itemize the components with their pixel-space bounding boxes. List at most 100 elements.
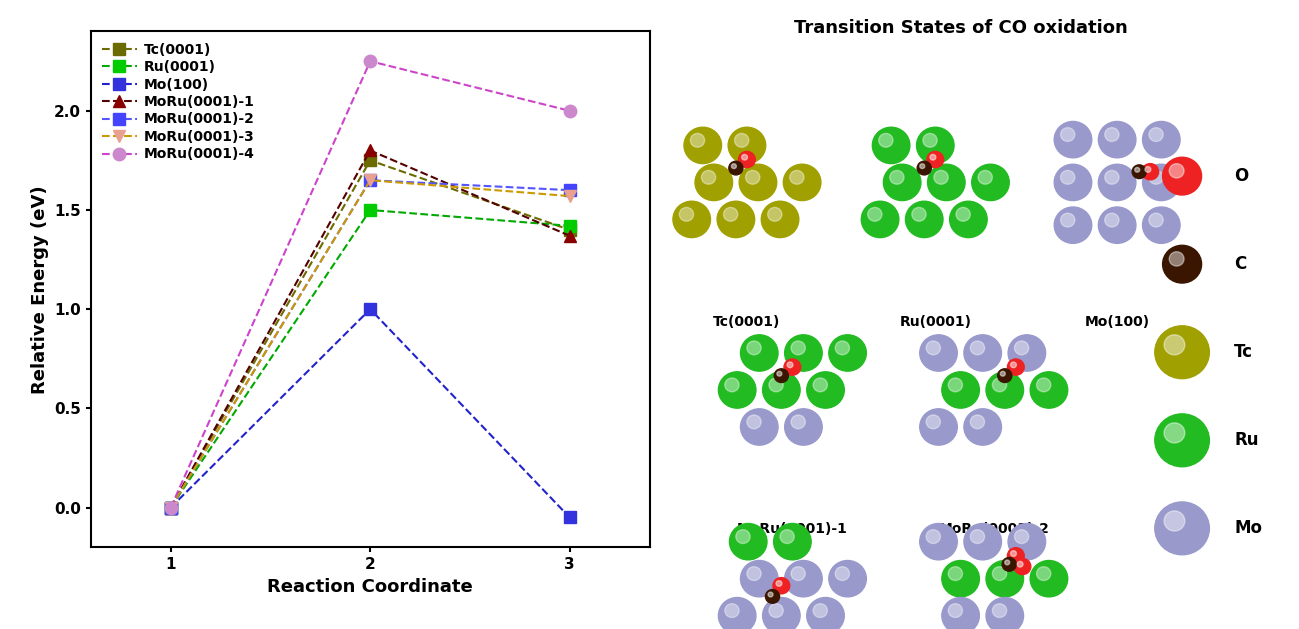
Circle shape xyxy=(695,164,733,201)
Circle shape xyxy=(926,530,940,543)
Circle shape xyxy=(1169,164,1183,178)
Circle shape xyxy=(1163,245,1202,283)
Circle shape xyxy=(992,567,1007,581)
Circle shape xyxy=(1148,213,1163,227)
Circle shape xyxy=(690,133,704,147)
Circle shape xyxy=(970,415,985,429)
Circle shape xyxy=(725,604,739,618)
Circle shape xyxy=(1144,167,1151,172)
Mo(100) xyxy=(562,514,578,521)
Circle shape xyxy=(942,560,979,597)
Circle shape xyxy=(992,604,1007,618)
Circle shape xyxy=(785,359,800,376)
Circle shape xyxy=(763,598,800,629)
Circle shape xyxy=(948,567,963,581)
Circle shape xyxy=(948,378,963,392)
Circle shape xyxy=(785,409,822,445)
Circle shape xyxy=(739,164,777,201)
Circle shape xyxy=(701,170,716,184)
Circle shape xyxy=(1163,157,1202,195)
Circle shape xyxy=(779,530,794,543)
Circle shape xyxy=(1148,128,1163,142)
Circle shape xyxy=(1104,128,1118,142)
Circle shape xyxy=(807,372,844,408)
Circle shape xyxy=(1143,207,1179,243)
Circle shape xyxy=(790,170,804,184)
Circle shape xyxy=(1055,164,1091,201)
Circle shape xyxy=(948,604,963,618)
Circle shape xyxy=(1008,335,1046,371)
Circle shape xyxy=(1060,170,1074,184)
Line: Mo(100): Mo(100) xyxy=(165,303,575,524)
Circle shape xyxy=(878,133,892,147)
MoRu(0001)-2 xyxy=(562,186,578,194)
Circle shape xyxy=(776,581,782,586)
MoRu(0001)-4 xyxy=(162,504,178,511)
Circle shape xyxy=(912,208,926,221)
Circle shape xyxy=(1135,167,1139,172)
MoRu(0001)-2 xyxy=(362,177,378,184)
Circle shape xyxy=(922,133,937,147)
Circle shape xyxy=(1030,372,1068,408)
Circle shape xyxy=(718,372,756,408)
Circle shape xyxy=(740,409,778,445)
Circle shape xyxy=(1143,164,1179,201)
Circle shape xyxy=(761,201,799,238)
Circle shape xyxy=(1011,550,1016,557)
Circle shape xyxy=(873,127,909,164)
Circle shape xyxy=(942,372,979,408)
Circle shape xyxy=(731,164,737,169)
Y-axis label: Relative Energy (eV): Relative Energy (eV) xyxy=(31,185,48,394)
Circle shape xyxy=(1011,362,1016,368)
Circle shape xyxy=(920,164,925,169)
Tc(0001) xyxy=(562,226,578,233)
Circle shape xyxy=(739,152,755,168)
Circle shape xyxy=(1142,164,1159,180)
Text: Mo(100): Mo(100) xyxy=(1085,314,1150,328)
Circle shape xyxy=(791,415,805,429)
Circle shape xyxy=(742,154,747,160)
Circle shape xyxy=(934,170,948,184)
Circle shape xyxy=(734,133,748,147)
Circle shape xyxy=(1017,561,1024,567)
MoRu(0001)-1 xyxy=(562,232,578,240)
Circle shape xyxy=(746,170,760,184)
Circle shape xyxy=(729,161,743,175)
Circle shape xyxy=(729,127,765,164)
Circle shape xyxy=(1099,207,1135,243)
Circle shape xyxy=(813,604,827,618)
Circle shape xyxy=(673,201,711,238)
MoRu(0001)-1 xyxy=(362,147,378,154)
Circle shape xyxy=(1060,213,1074,227)
Circle shape xyxy=(1002,557,1016,571)
Circle shape xyxy=(679,208,694,221)
Circle shape xyxy=(777,371,782,376)
Tc(0001) xyxy=(362,157,378,164)
Line: Ru(0001): Ru(0001) xyxy=(165,204,575,514)
Circle shape xyxy=(1155,502,1209,555)
Legend: Tc(0001), Ru(0001), Mo(100), MoRu(0001)-1, MoRu(0001)-2, MoRu(0001)-3, MoRu(0001: Tc(0001), Ru(0001), Mo(100), MoRu(0001)-… xyxy=(97,38,259,165)
Circle shape xyxy=(986,372,1024,408)
Ru(0001) xyxy=(362,206,378,214)
Circle shape xyxy=(785,335,822,371)
Circle shape xyxy=(835,341,850,355)
Line: MoRu(0001)-1: MoRu(0001)-1 xyxy=(165,144,575,514)
Text: Transition States of CO oxidation: Transition States of CO oxidation xyxy=(795,19,1128,37)
Circle shape xyxy=(747,567,761,581)
Circle shape xyxy=(1037,378,1051,392)
Circle shape xyxy=(787,362,792,368)
MoRu(0001)-3 xyxy=(562,192,578,200)
Circle shape xyxy=(1164,511,1185,531)
Circle shape xyxy=(917,127,953,164)
Circle shape xyxy=(791,341,805,355)
Circle shape xyxy=(1030,560,1068,597)
Circle shape xyxy=(1148,170,1163,184)
Circle shape xyxy=(768,592,773,597)
MoRu(0001)-4 xyxy=(562,107,578,114)
Mo(100) xyxy=(162,504,178,511)
Circle shape xyxy=(1164,423,1185,443)
MoRu(0001)-1 xyxy=(162,504,178,511)
Circle shape xyxy=(769,604,783,618)
Circle shape xyxy=(986,598,1024,629)
Circle shape xyxy=(1104,170,1118,184)
